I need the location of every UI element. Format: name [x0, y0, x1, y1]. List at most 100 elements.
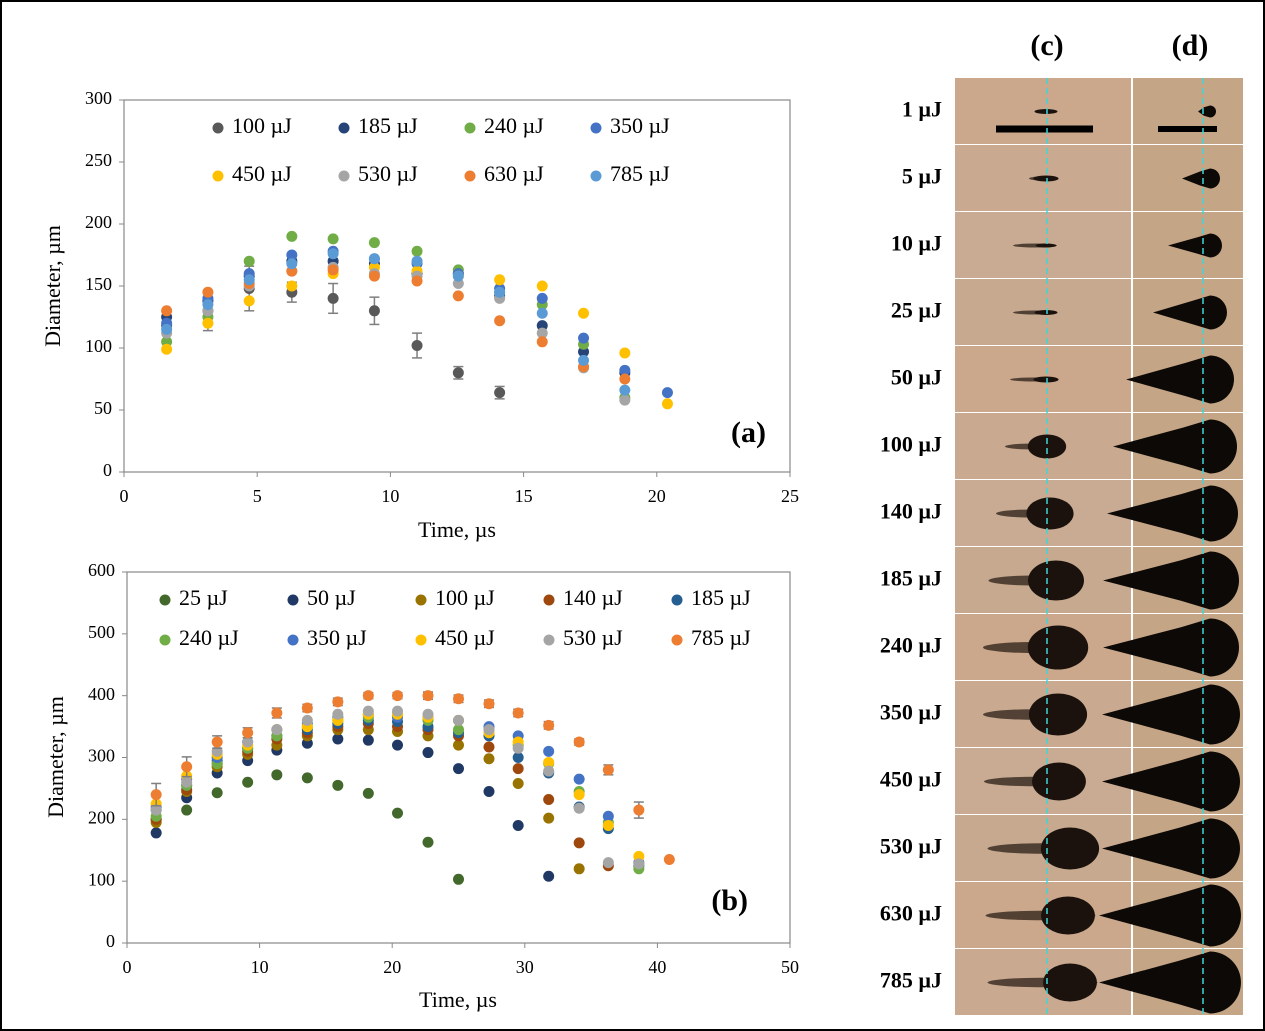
data-point — [368, 305, 380, 317]
row-label: 10 µJ — [891, 231, 942, 256]
shadow-d — [1099, 951, 1241, 1014]
data-point — [181, 776, 193, 788]
row-label: 25 µJ — [891, 298, 942, 323]
shadow-d — [1113, 419, 1237, 474]
data-point — [242, 727, 254, 739]
x-tick-label: 15 — [515, 486, 533, 506]
data-point — [211, 787, 223, 799]
y-tick-label: 0 — [103, 460, 112, 480]
row-label: 240 µJ — [880, 633, 942, 658]
legend-marker — [590, 170, 602, 182]
legend-marker — [159, 594, 171, 606]
data-point — [494, 274, 506, 286]
legend-label: 140 µJ — [563, 585, 623, 610]
data-point — [243, 295, 255, 307]
row-label: 50 µJ — [891, 365, 942, 390]
legend-marker — [464, 170, 476, 182]
data-point — [286, 249, 298, 261]
legend-label: 530 µJ — [563, 625, 623, 650]
photo-d — [1133, 78, 1243, 144]
data-point — [181, 761, 193, 773]
data-point — [619, 373, 631, 385]
data-point — [536, 307, 548, 319]
shadow-c — [1033, 175, 1059, 182]
legend-label: 50 µJ — [307, 585, 356, 610]
data-point — [362, 734, 374, 746]
row-label: 5 µJ — [902, 164, 942, 189]
data-point — [453, 763, 464, 775]
legend-label: 530 µJ — [358, 161, 418, 186]
data-point — [543, 765, 555, 777]
shadow-d — [1103, 618, 1239, 677]
data-point — [392, 690, 404, 702]
data-point — [301, 702, 313, 714]
shadow-c — [1040, 827, 1100, 870]
legend-marker — [338, 122, 350, 134]
legend-label: 450 µJ — [232, 161, 292, 186]
data-point — [332, 708, 344, 720]
data-point — [286, 230, 298, 242]
data-point — [494, 387, 506, 399]
data-point — [453, 693, 464, 705]
shadow-c — [1027, 625, 1089, 670]
data-point — [332, 733, 344, 745]
legend-marker — [671, 634, 683, 646]
data-point — [661, 387, 673, 399]
data-point — [411, 245, 423, 257]
shadow-c — [1035, 243, 1057, 248]
data-point — [512, 820, 524, 832]
legend-marker — [415, 594, 427, 606]
legend-marker — [590, 122, 602, 134]
data-point — [573, 736, 585, 748]
shadow-c — [1026, 497, 1074, 530]
data-point — [543, 870, 555, 882]
data-point — [494, 315, 506, 327]
data-point — [483, 786, 495, 798]
row-label: 530 µJ — [880, 834, 942, 859]
data-point — [453, 724, 464, 736]
data-point — [619, 364, 631, 376]
data-point — [543, 756, 555, 768]
data-point — [661, 398, 673, 410]
data-point — [573, 802, 585, 814]
data-point — [362, 690, 374, 702]
legend-label: 185 µJ — [691, 585, 751, 610]
shadow-c — [1034, 310, 1058, 315]
data-point — [453, 873, 464, 885]
y-tick-label: 600 — [88, 560, 115, 580]
data-point — [573, 789, 585, 801]
legend-label: 100 µJ — [232, 113, 292, 138]
y-tick-label: 500 — [88, 622, 115, 642]
legend-marker — [543, 594, 555, 606]
data-point — [483, 724, 495, 736]
data-point — [512, 752, 524, 763]
data-point — [422, 747, 434, 759]
legend-marker — [338, 170, 350, 182]
y-tick-label: 150 — [85, 274, 112, 294]
data-point — [242, 736, 254, 748]
legend-label: 350 µJ — [307, 625, 367, 650]
x-tick-label: 30 — [516, 957, 534, 977]
data-point — [332, 779, 344, 791]
legend-label: 240 µJ — [179, 625, 239, 650]
data-point — [181, 804, 193, 816]
data-point — [512, 763, 524, 775]
shadow-d — [1107, 485, 1238, 542]
data-point — [243, 274, 255, 286]
panel-annotation: (a) — [731, 416, 766, 449]
data-point — [202, 317, 214, 329]
shadow-d — [1153, 295, 1227, 330]
data-point — [161, 305, 173, 317]
data-point — [578, 354, 590, 366]
data-point — [286, 280, 298, 292]
legend-marker — [287, 594, 299, 606]
shadow-d — [1182, 168, 1220, 189]
legend-marker — [159, 634, 171, 646]
legend-marker — [415, 634, 427, 646]
data-point — [301, 772, 313, 784]
row-label: 450 µJ — [880, 767, 942, 792]
data-point — [362, 787, 374, 799]
data-point — [578, 307, 590, 319]
y-axis-title: Diameter, µm — [40, 225, 65, 347]
legend-marker — [543, 634, 555, 646]
